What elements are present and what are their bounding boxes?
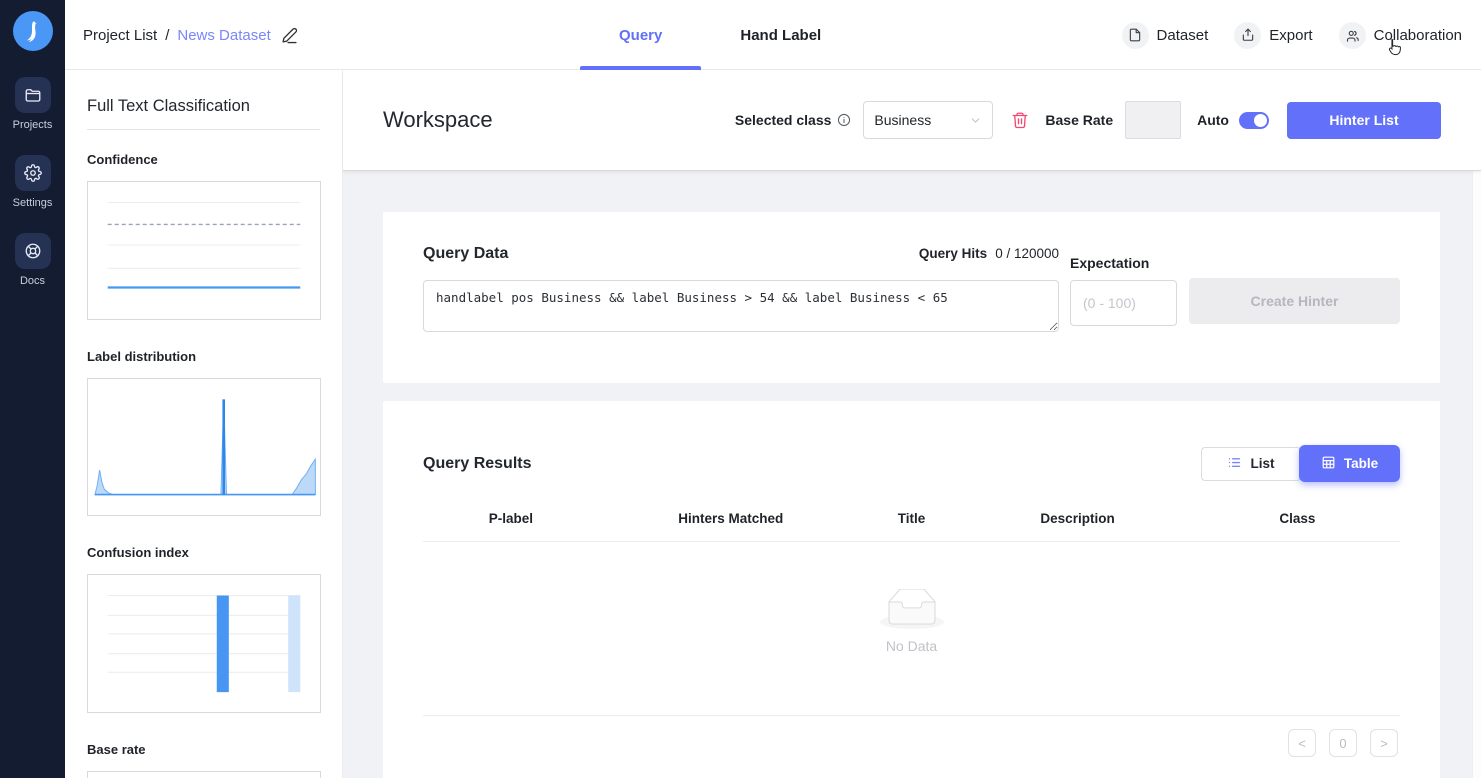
column-description: Description: [1040, 511, 1115, 526]
breadcrumb-root[interactable]: Project List: [83, 26, 158, 44]
app-logo[interactable]: [12, 11, 53, 51]
chart-title-confusion-index: Confusion index: [87, 545, 189, 560]
collaboration-button[interactable]: Collaboration: [1338, 21, 1462, 49]
table-divider: [423, 541, 1400, 542]
current-page-indicator[interactable]: 0: [1329, 729, 1357, 757]
meerkat-logo-icon: [26, 21, 37, 42]
chevron-down-icon: [969, 114, 982, 127]
breadcrumb-current: News Dataset: [177, 26, 271, 44]
expectation-block: Expectation: [1070, 255, 1177, 326]
sidebar-item-docs[interactable]: Docs: [13, 233, 53, 287]
sidebar-item-label: Projects: [12, 119, 53, 131]
confusion-index-chart: [87, 574, 321, 713]
base-rate-input: [1125, 101, 1182, 139]
document-icon: [1129, 28, 1141, 42]
chart-title-label-distribution: Label distribution: [87, 349, 197, 364]
class-select-value: Business: [874, 112, 932, 128]
column-hinters-matched: Hinters Matched: [678, 511, 784, 526]
create-hinter-button[interactable]: Create Hinter: [1189, 278, 1400, 324]
workspace-header: Workspace Selected class Business Base R…: [343, 70, 1481, 171]
list-view-button[interactable]: List: [1201, 446, 1301, 481]
chart-title-confidence: Confidence: [87, 152, 158, 167]
column-class: Class: [1279, 511, 1316, 526]
next-page-button[interactable]: >: [1370, 729, 1398, 757]
active-tab-indicator: [580, 66, 702, 70]
tab-query[interactable]: Query: [580, 0, 702, 70]
footer-divider: [423, 715, 1400, 716]
empty-state: No Data: [423, 542, 1400, 700]
sidebar-item-settings[interactable]: Settings: [12, 155, 53, 209]
sidebar: Projects Settings Docs: [0, 0, 65, 778]
export-icon: [1242, 28, 1253, 41]
tab-hand-label[interactable]: Hand Label: [740, 26, 822, 44]
confidence-chart: [87, 181, 321, 320]
base-rate-label: Base Rate: [1045, 112, 1114, 128]
hinter-list-button[interactable]: Hinter List: [1287, 101, 1441, 139]
query-input[interactable]: handlabel pos Business && label Business…: [423, 280, 1059, 332]
query-data-card: Query Data Query Hits 0 / 120000 handlabe…: [383, 212, 1440, 383]
sidebar-item-label: Settings: [12, 197, 53, 209]
trash-icon: [1012, 112, 1028, 129]
auto-label: Auto: [1197, 112, 1229, 128]
edit-pencil-icon[interactable]: [281, 27, 298, 44]
delete-class-button[interactable]: [1011, 111, 1029, 129]
column-p-label: P-label: [488, 511, 534, 526]
results-table-header: P-label Hinters Matched Title Descriptio…: [423, 511, 1400, 526]
table-icon: [1321, 455, 1336, 473]
sidebar-nav: Projects Settings Docs: [12, 77, 53, 287]
info-icon[interactable]: [837, 113, 851, 127]
column-title: Title: [897, 511, 926, 526]
query-results-title: Query Results: [423, 454, 532, 472]
classification-panel: Full Text Classification Confidence Labe…: [65, 70, 343, 778]
empty-text: No Data: [885, 637, 938, 654]
pagination: < 0 >: [423, 729, 1400, 757]
export-button[interactable]: Export: [1234, 21, 1313, 49]
people-icon: [1346, 30, 1359, 42]
dataset-button[interactable]: Dataset: [1121, 21, 1208, 49]
breadcrumb-separator: /: [165, 26, 170, 44]
topbar-actions: Dataset Export Collaboration: [1121, 0, 1462, 70]
query-hits: Query Hits 0 / 120000: [919, 246, 1059, 261]
scrollbar[interactable]: [1472, 171, 1481, 778]
auto-toggle[interactable]: [1239, 111, 1269, 129]
expectation-input[interactable]: [1070, 280, 1177, 326]
main-area: Workspace Selected class Business Base R…: [343, 70, 1481, 778]
selected-class-label: Selected class: [735, 112, 852, 128]
no-data-icon: [879, 588, 944, 629]
query-hits-label: Query Hits: [918, 246, 988, 261]
breadcrumb: Project List / News Dataset: [83, 0, 298, 70]
workspace-title: Workspace: [383, 107, 493, 132]
class-select[interactable]: Business: [863, 101, 994, 139]
topbar: Project List / News Dataset Query Hand L…: [65, 0, 1481, 70]
view-toggle: List Table: [1201, 445, 1400, 482]
query-hits-value: 0 / 120000: [995, 246, 1059, 261]
sidebar-item-label: Docs: [19, 275, 46, 287]
main-tabs: Query Hand Label: [580, 0, 860, 70]
content-area: Query Data Query Hits 0 / 120000 handlabe…: [343, 171, 1472, 778]
table-view-button[interactable]: Table: [1299, 445, 1400, 482]
gear-icon: [23, 164, 42, 182]
workspace-controls: Selected class Business Base Rate Auto H…: [735, 101, 1441, 139]
query-results-card: Query Results List Table P-label Hinters…: [383, 401, 1440, 778]
chart-title-base-rate: Base rate: [87, 742, 146, 757]
label-distribution-chart: [87, 378, 321, 516]
folder-icon: [25, 89, 40, 102]
query-data-title: Query Data: [423, 245, 509, 262]
lifebuoy-icon: [25, 243, 40, 259]
panel-title: Full Text Classification: [87, 97, 320, 130]
prev-page-button[interactable]: <: [1288, 729, 1316, 757]
list-icon: [1227, 455, 1242, 473]
sidebar-item-projects[interactable]: Projects: [12, 77, 53, 131]
expectation-label: Expectation: [1070, 255, 1150, 271]
base-rate-chart: [87, 771, 321, 778]
